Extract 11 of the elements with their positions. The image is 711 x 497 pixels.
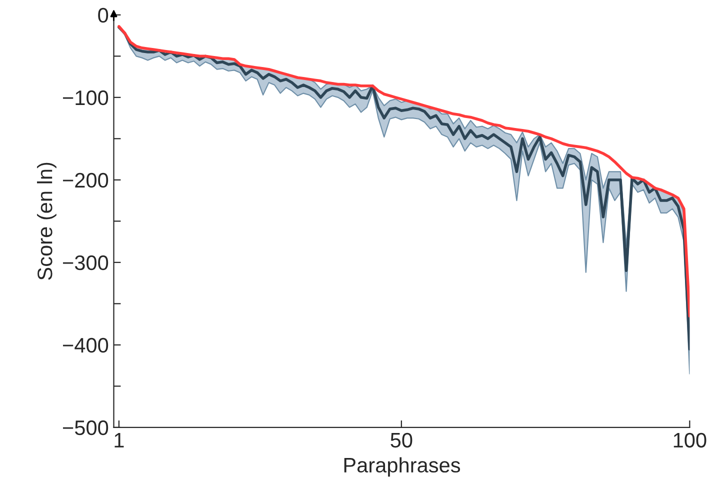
y-tick-label: −200 (63, 172, 108, 188)
y-tick-label: −100 (63, 90, 108, 106)
y-tick-label: −500 (63, 420, 108, 436)
x-tick-label: 50 (390, 432, 412, 448)
x-axis-title: Paraphrases (344, 457, 460, 477)
y-axis-title: Score (en ln) (37, 162, 56, 280)
x-tick-label: 1 (114, 433, 124, 448)
y-tick-label: 0 (98, 8, 108, 23)
y-tick-label: −300 (63, 255, 108, 270)
y-tick-label: −400 (63, 338, 108, 353)
x-tick-label: 100 (674, 432, 706, 448)
